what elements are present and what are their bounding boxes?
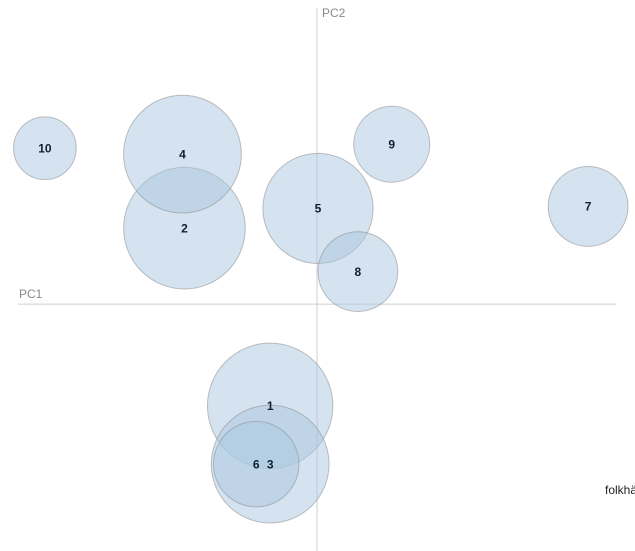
bubble-labels: 1 2 3 4 5 6 7 8 9 10 [38,137,592,471]
bubble-label-7: 7 [585,200,592,214]
y-axis-label: PC2 [322,6,346,20]
bubble-label-10: 10 [38,141,52,155]
bubble-label-8: 8 [355,265,362,279]
bubble-label-6: 6 [253,457,260,471]
bubble-label-3: 3 [267,457,274,471]
bubble-8 [317,231,399,313]
bubbles [13,94,629,524]
bubble-4 [123,94,242,214]
bubble-10 [13,116,77,181]
bubble-label-5: 5 [315,202,322,216]
bubble-label-2: 2 [181,221,188,235]
bubble-6 [212,420,300,508]
side-note-text: folkhä [605,483,635,497]
bubble-label-1: 1 [267,399,274,413]
x-axis-label: PC1 [19,287,43,301]
bubble-label-9: 9 [388,137,395,151]
bubble-9 [353,105,431,183]
bubble-7 [547,166,629,247]
bubble-label-4: 4 [179,147,186,161]
